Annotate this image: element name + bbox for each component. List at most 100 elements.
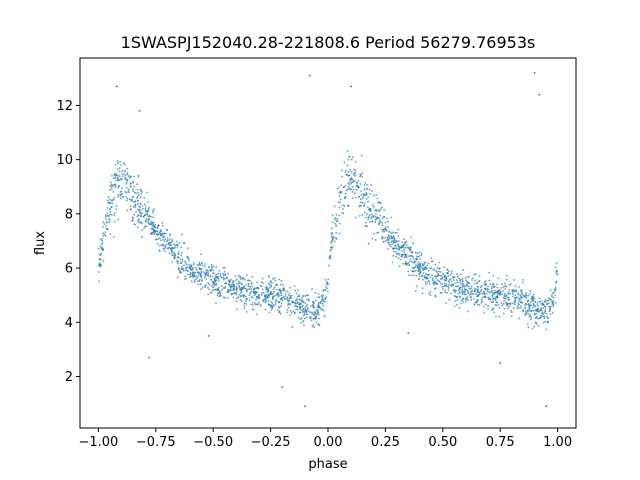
data-point xyxy=(312,313,315,316)
data-point xyxy=(251,296,254,299)
data-point xyxy=(152,216,154,219)
data-point xyxy=(184,269,187,272)
data-point xyxy=(304,308,307,311)
data-point xyxy=(141,222,143,225)
data-point xyxy=(441,283,444,286)
data-point xyxy=(248,294,251,297)
data-point xyxy=(116,160,119,162)
data-point xyxy=(171,261,174,263)
data-point xyxy=(521,296,523,299)
data-point xyxy=(298,311,301,314)
data-point xyxy=(435,277,438,280)
data-point xyxy=(268,275,271,278)
data-point xyxy=(530,316,533,319)
data-point xyxy=(147,201,150,203)
data-point xyxy=(110,206,113,209)
data-point xyxy=(104,231,107,234)
data-point xyxy=(176,262,179,265)
data-point xyxy=(549,308,552,310)
data-point xyxy=(474,287,476,290)
data-point xyxy=(503,307,506,310)
data-point xyxy=(217,278,220,280)
data-point xyxy=(276,288,278,291)
data-point xyxy=(141,205,144,207)
data-point xyxy=(217,292,219,295)
data-point xyxy=(448,283,450,286)
data-point xyxy=(317,306,319,309)
data-point xyxy=(402,244,405,247)
data-point xyxy=(215,266,218,268)
data-point xyxy=(287,293,290,296)
data-point xyxy=(509,282,512,285)
data-point xyxy=(553,288,556,291)
data-point xyxy=(235,300,238,302)
data-point xyxy=(371,220,374,223)
data-point xyxy=(347,158,350,161)
data-point xyxy=(323,315,326,318)
data-point xyxy=(122,162,125,165)
data-point xyxy=(456,281,459,284)
data-point xyxy=(210,269,212,272)
data-point xyxy=(429,276,432,279)
data-point xyxy=(423,274,426,277)
data-point xyxy=(192,264,195,266)
data-point xyxy=(503,295,506,298)
data-point xyxy=(511,289,514,292)
data-point xyxy=(365,198,368,200)
data-point xyxy=(347,204,350,207)
data-point xyxy=(169,247,172,250)
data-point xyxy=(107,196,110,198)
data-point xyxy=(222,276,225,279)
data-point xyxy=(139,212,142,215)
data-point xyxy=(421,292,424,295)
data-point xyxy=(105,218,107,221)
data-point xyxy=(257,295,260,297)
data-point xyxy=(118,167,121,169)
data-point xyxy=(191,268,194,271)
data-point xyxy=(352,168,355,171)
data-point xyxy=(181,233,183,236)
data-point xyxy=(293,304,296,307)
data-point xyxy=(179,269,181,272)
data-point xyxy=(152,232,155,234)
data-point xyxy=(130,208,132,211)
data-point xyxy=(270,290,272,293)
data-point xyxy=(350,158,353,161)
data-point xyxy=(534,321,537,324)
data-point xyxy=(396,240,399,243)
data-point xyxy=(280,305,282,308)
data-point xyxy=(414,251,417,254)
data-point xyxy=(338,214,341,217)
data-point xyxy=(509,292,511,295)
data-point xyxy=(294,289,297,292)
data-point xyxy=(292,310,295,313)
data-point xyxy=(138,194,140,197)
y-axis-label: flux xyxy=(33,231,48,255)
data-point xyxy=(337,201,340,204)
data-point xyxy=(361,214,364,216)
data-point xyxy=(423,263,425,266)
data-point xyxy=(117,179,120,182)
data-point xyxy=(363,188,366,191)
data-point xyxy=(326,287,328,290)
data-point xyxy=(196,263,199,266)
data-point xyxy=(320,300,322,303)
data-point xyxy=(146,210,149,213)
data-point xyxy=(504,292,506,295)
data-point xyxy=(116,174,119,177)
data-point xyxy=(158,244,161,247)
data-point xyxy=(432,279,435,282)
data-point xyxy=(324,297,327,300)
data-point xyxy=(489,283,492,286)
data-point xyxy=(437,270,440,273)
data-point xyxy=(463,293,466,295)
data-point xyxy=(371,213,374,216)
data-point xyxy=(448,298,451,301)
data-point xyxy=(251,285,253,288)
data-point xyxy=(144,205,147,208)
data-point xyxy=(469,291,472,294)
data-point xyxy=(511,311,513,314)
data-point xyxy=(512,302,514,305)
data-point xyxy=(397,228,400,231)
data-point xyxy=(232,296,235,299)
